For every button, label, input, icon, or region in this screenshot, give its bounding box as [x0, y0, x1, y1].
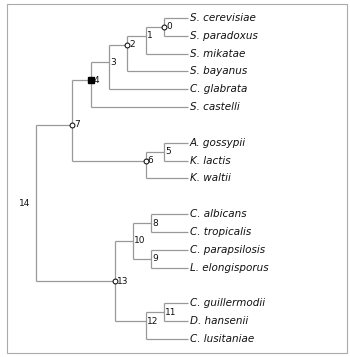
- Text: S. bayanus: S. bayanus: [190, 66, 247, 76]
- Text: 6: 6: [148, 156, 154, 165]
- Text: 2: 2: [130, 40, 135, 49]
- Text: 12: 12: [147, 317, 158, 326]
- Text: 10: 10: [134, 236, 145, 246]
- Text: A. gossypii: A. gossypii: [190, 138, 246, 148]
- Text: 0: 0: [166, 22, 172, 31]
- Text: 14: 14: [19, 198, 30, 207]
- Text: 8: 8: [152, 218, 158, 228]
- Text: 1: 1: [147, 31, 152, 40]
- Text: 11: 11: [165, 308, 176, 317]
- Text: 5: 5: [165, 147, 170, 156]
- Text: 4: 4: [93, 76, 99, 85]
- Text: 9: 9: [152, 254, 158, 263]
- Text: S. paradoxus: S. paradoxus: [190, 31, 258, 41]
- Text: L. elongisporus: L. elongisporus: [190, 263, 268, 273]
- Text: K. waltii: K. waltii: [190, 174, 231, 183]
- Text: D. hansenii: D. hansenii: [190, 316, 248, 326]
- Text: C. glabrata: C. glabrata: [190, 84, 247, 94]
- Text: 3: 3: [110, 58, 116, 67]
- Text: C. guillermodii: C. guillermodii: [190, 298, 265, 308]
- Text: C. parapsilosis: C. parapsilosis: [190, 245, 265, 255]
- Text: S. cerevisiae: S. cerevisiae: [190, 13, 256, 23]
- Text: C. lusitaniae: C. lusitaniae: [190, 334, 254, 344]
- Text: S. castelli: S. castelli: [190, 102, 240, 112]
- Text: C. albicans: C. albicans: [190, 209, 246, 219]
- Text: C. tropicalis: C. tropicalis: [190, 227, 251, 237]
- Text: 7: 7: [75, 120, 80, 130]
- Text: K. lactis: K. lactis: [190, 156, 230, 166]
- Text: 13: 13: [117, 277, 128, 286]
- Text: S. mikatae: S. mikatae: [190, 49, 245, 59]
